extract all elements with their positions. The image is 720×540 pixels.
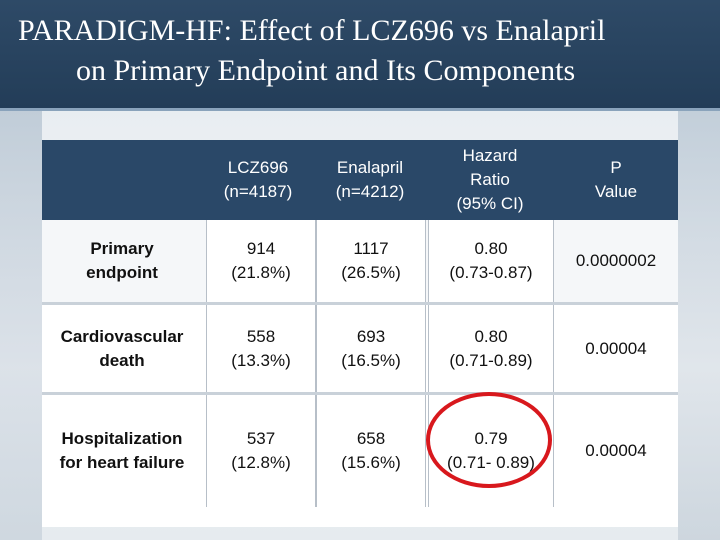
row-label-primary-endpoint: Primary endpoint	[86, 239, 158, 282]
table-row: Cardiovascular death 558 (13.3%) 693 (16…	[42, 305, 678, 392]
cell-p-value: 0.00004	[585, 338, 647, 358]
row-label-cardiovascular-death: Cardiovascular death	[60, 326, 184, 370]
header-cell-enalapril: Enalapril (n=4212)	[335, 158, 405, 201]
results-table: LCZ696 (n=4187) Enalapril (n=4212) Hazar…	[42, 140, 678, 532]
row-divider	[42, 302, 678, 305]
row-label-hospitalization: Hospitalization for heart failure	[59, 429, 185, 472]
highlight-circle	[426, 392, 552, 488]
cell-p-value: 0.0000002	[575, 251, 657, 270]
cell-lcz696: 558 (13.3%)	[206, 305, 316, 392]
cell-hazard-ratio: 0.80 (0.71-0.89)	[428, 305, 554, 392]
cell-p-value: 0.00004	[585, 441, 647, 460]
header-cell-lcz696: LCZ696 (n=4187)	[223, 158, 293, 201]
header-cell-p-value: P Value	[594, 158, 638, 201]
header-cell-hazard-ratio: Hazard Ratio (95% CI)	[456, 146, 524, 213]
cell-hazard-ratio: 0.80 (0.73-0.87)	[428, 220, 554, 302]
slide-title-line-2: on Primary Endpoint and Its Components	[76, 54, 576, 87]
header-cell-empty	[42, 140, 202, 220]
title-bar: PARADIGM-HF: Effect of LCZ696 vs Enalapr…	[0, 0, 720, 111]
row-divider	[42, 392, 678, 395]
slide-title-line-1: PARADIGM-HF: Effect of LCZ696 vs Enalapr…	[18, 14, 606, 47]
right-decoration	[678, 110, 720, 540]
cell-enalapril: 658 (15.6%)	[316, 395, 426, 507]
cell-enalapril: 1117 (26.5%)	[316, 220, 426, 302]
table-row: Primary endpoint 914 (21.8%) 1117 (26.5%…	[42, 220, 678, 302]
table-row: Hospitalization for heart failure 537 (1…	[42, 395, 678, 527]
cell-lcz696: 537 (12.8%)	[206, 395, 316, 507]
cell-enalapril: 693 (16.5%)	[316, 305, 426, 392]
table-header: LCZ696 (n=4187) Enalapril (n=4212) Hazar…	[42, 140, 678, 220]
cell-lcz696: 914 (21.8%)	[206, 220, 316, 302]
left-decoration	[0, 110, 42, 540]
